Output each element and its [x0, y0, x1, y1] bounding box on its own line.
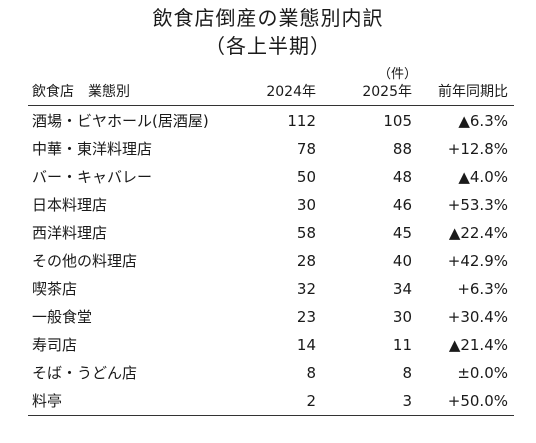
header-2025: 2025年	[362, 84, 412, 100]
row-yoy: +50.0%	[447, 392, 508, 410]
breakdown-table: 飲食店 業態別 2024年 2025年 前年同期比 酒場・ビヤホール(居酒屋) …	[28, 80, 514, 416]
table-row: その他の料理店 28 40 +42.9%	[28, 247, 514, 275]
row-2024: 14	[296, 336, 316, 354]
row-2025: 88	[392, 140, 412, 158]
row-category: そば・うどん店	[32, 364, 138, 382]
page-title: 飲食店倒産の業態別内訳	[152, 6, 384, 30]
row-2024: 78	[296, 140, 316, 158]
row-category: バー・キャバレー	[32, 168, 153, 186]
row-yoy: +53.3%	[447, 196, 508, 214]
row-category: 中華・東洋料理店	[32, 140, 153, 158]
row-2025: 3	[402, 392, 412, 410]
page-subtitle: （各上半期）	[205, 34, 331, 58]
row-yoy: ▲21.4%	[448, 336, 508, 354]
row-2024: 30	[296, 196, 316, 214]
table-row: 寿司店 14 11 ▲21.4%	[28, 331, 514, 359]
header-category: 飲食店 業態別	[32, 84, 130, 100]
table-row: 一般食堂 23 30 +30.4%	[28, 303, 514, 331]
row-category: 一般食堂	[32, 308, 93, 326]
row-2024: 58	[296, 224, 316, 242]
row-2025: 8	[402, 364, 412, 382]
table-row: 西洋料理店 58 45 ▲22.4%	[28, 219, 514, 247]
row-2024: 23	[296, 308, 316, 326]
table-row: 酒場・ビヤホール(居酒屋) 112 105 ▲6.3%	[28, 107, 514, 135]
row-2025: 30	[392, 308, 412, 326]
row-2024: 2	[306, 392, 316, 410]
row-2024: 112	[287, 112, 316, 130]
row-category: 西洋料理店	[32, 224, 108, 242]
row-2024: 32	[296, 280, 316, 298]
row-2025: 48	[392, 168, 412, 186]
table-row: 日本料理店 30 46 +53.3%	[28, 191, 514, 219]
row-yoy: +6.3%	[457, 280, 508, 298]
row-2025: 11	[392, 336, 412, 354]
row-category: 料亭	[32, 392, 63, 410]
row-2024: 8	[306, 364, 316, 382]
row-yoy: ▲6.3%	[458, 112, 508, 130]
header-2024: 2024年	[266, 84, 316, 100]
row-category: 喫茶店	[32, 280, 78, 298]
row-2025: 46	[392, 196, 412, 214]
row-yoy: +42.9%	[447, 252, 508, 270]
row-category: 酒場・ビヤホール(居酒屋)	[32, 112, 209, 130]
table-row: 料亭 2 3 +50.0%	[28, 387, 514, 416]
row-yoy: ▲4.0%	[458, 168, 508, 186]
table-row: バー・キャバレー 50 48 ▲4.0%	[28, 163, 514, 191]
row-yoy: +12.8%	[447, 140, 508, 158]
table-row: 喫茶店 32 34 +6.3%	[28, 275, 514, 303]
row-2025: 105	[383, 112, 412, 130]
row-2025: 45	[392, 224, 412, 242]
table-row: 中華・東洋料理店 78 88 +12.8%	[28, 135, 514, 163]
header-yoy: 前年同期比	[438, 84, 508, 100]
unit-label: （件）	[378, 67, 418, 82]
row-yoy: +30.4%	[447, 308, 508, 326]
row-category: その他の料理店	[32, 252, 138, 270]
row-2025: 34	[392, 280, 412, 298]
row-category: 寿司店	[32, 336, 78, 354]
row-2024: 50	[296, 168, 316, 186]
row-2025: 40	[392, 252, 412, 270]
row-yoy: ▲22.4%	[448, 224, 508, 242]
row-category: 日本料理店	[32, 196, 108, 214]
row-yoy: ±0.0%	[457, 364, 508, 382]
row-2024: 28	[296, 252, 316, 270]
table-header: 飲食店 業態別 2024年 2025年 前年同期比	[28, 80, 514, 106]
table-row: そば・うどん店 8 8 ±0.0%	[28, 359, 514, 387]
